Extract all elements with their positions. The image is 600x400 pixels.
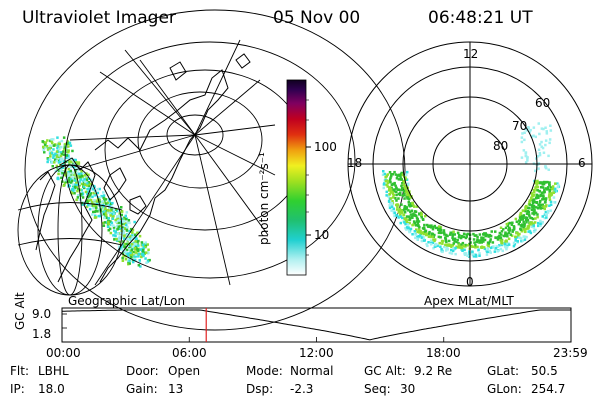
door-label: Door: — [126, 364, 159, 378]
gc-xtick-1200: 12:00 — [299, 346, 334, 360]
mlat-label-80: 80 — [493, 139, 509, 153]
mlat-label-70: 70 — [512, 119, 528, 133]
glon-label: GLon: — [487, 382, 522, 396]
gcalt-label: GC Alt: — [364, 364, 406, 378]
instrument-title: Ultraviolet Imager — [22, 8, 176, 28]
gc-ytick-9: 9.0 — [32, 307, 52, 321]
dsp-value: -2.3 — [290, 382, 314, 396]
mlat-label-60: 60 — [535, 96, 551, 110]
ip-value: 18.0 — [38, 382, 65, 396]
image-time: 06:48:21 UT — [428, 8, 533, 28]
gc-plot-frame — [61, 307, 572, 343]
mlt-label-18: 18 — [347, 156, 363, 170]
geo-grid — [17, 9, 406, 331]
filter-label: Flt: — [10, 364, 29, 378]
coastlines — [35, 53, 251, 283]
ip-label: IP: — [10, 382, 25, 396]
glat-value: 50.5 — [531, 364, 558, 378]
glat-label: GLat: — [487, 364, 520, 378]
colorbar-tick-100: 100 — [314, 140, 337, 154]
gc-altitude-curve — [62, 309, 571, 341]
colorbar-tick-10: 10 — [314, 228, 330, 242]
gc-plot-ylabel: GC Alt — [13, 292, 27, 330]
gain-value: 13 — [168, 382, 184, 396]
mode-label: Mode: — [246, 364, 283, 378]
gain-label: Gain: — [126, 382, 158, 396]
mlt-label-0: 0 — [466, 275, 474, 289]
seq-value: 30 — [400, 382, 416, 396]
gc-xtick-0000: 00:00 — [46, 346, 81, 360]
left-panel-caption: Geographic Lat/Lon — [68, 294, 186, 308]
mlt-label-12: 12 — [463, 47, 479, 61]
seq-label: Seq: — [364, 382, 391, 396]
gc-xtick-0600: 06:00 — [172, 346, 207, 360]
geo-aurora-pixels — [41, 136, 151, 268]
image-date: 05 Nov 00 — [273, 8, 361, 28]
polar-aurora-pixels — [381, 122, 561, 258]
filter-value: LBHL — [38, 364, 69, 378]
dsp-label: Dsp: — [246, 382, 274, 396]
glon-value: 254.7 — [531, 382, 566, 396]
polar-grid — [347, 41, 593, 287]
mlt-label-6: 6 — [578, 156, 586, 170]
door-value: Open — [168, 364, 201, 378]
right-panel-caption: Apex MLat/MLT — [424, 294, 514, 308]
colorbar-gradient — [286, 79, 307, 276]
gc-xtick-1800: 18:00 — [426, 346, 461, 360]
gc-ytick-1.8: 1.8 — [32, 327, 52, 341]
gcalt-value: 9.2 Re — [414, 364, 453, 378]
mode-value: Normal — [290, 364, 334, 378]
gc-xtick-2359: 23:59 — [553, 346, 588, 360]
